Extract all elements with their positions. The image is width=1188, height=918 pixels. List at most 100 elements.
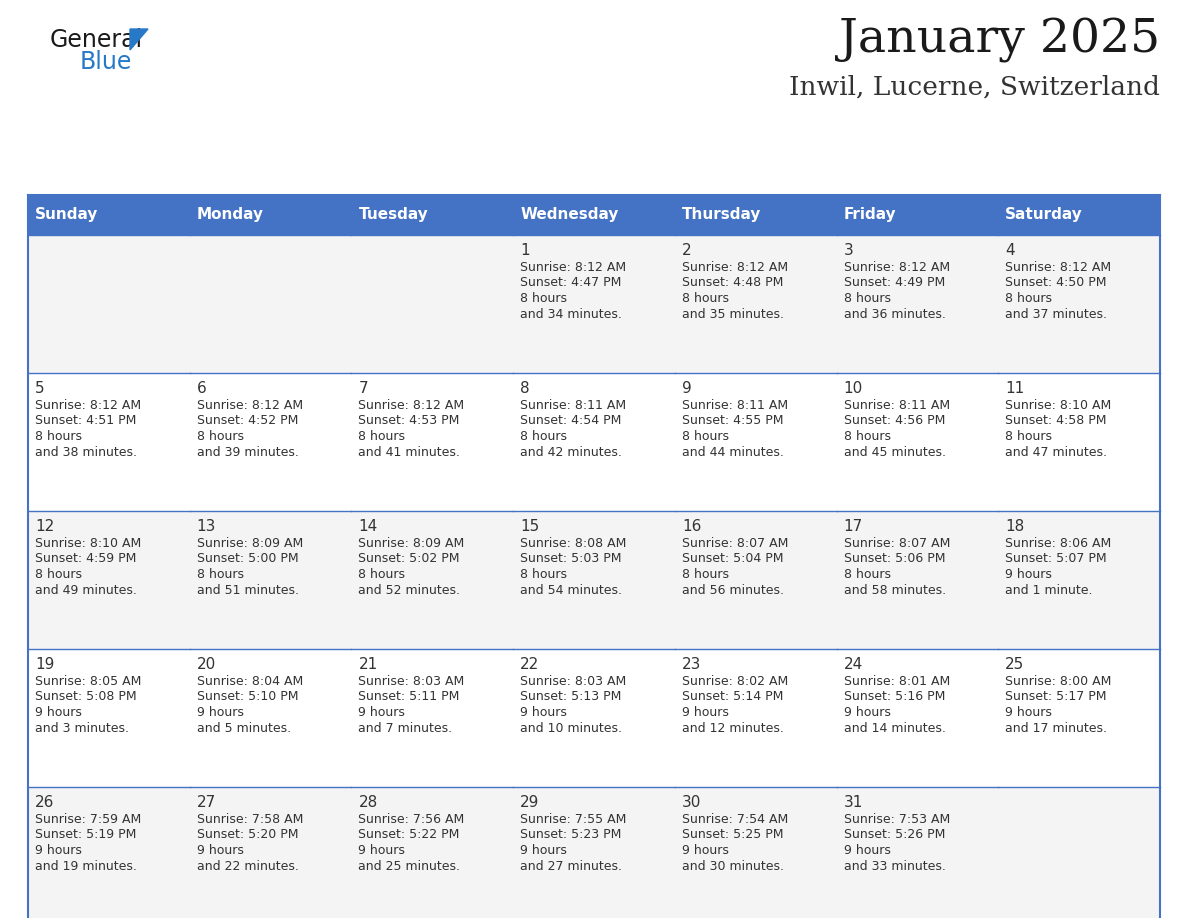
Text: 8 hours: 8 hours [682, 292, 729, 305]
Text: 12: 12 [34, 519, 55, 534]
Bar [675, 649, 836, 787]
Text: Sunset: 4:47 PM: Sunset: 4:47 PM [520, 276, 621, 289]
Text: 5: 5 [34, 381, 45, 396]
Text: 4: 4 [1005, 243, 1015, 258]
Text: 6: 6 [197, 381, 207, 396]
Text: 17: 17 [843, 519, 862, 534]
Text: 29: 29 [520, 795, 539, 810]
Text: 8 hours: 8 hours [682, 568, 729, 581]
Text: 11: 11 [1005, 381, 1024, 396]
Text: Sunset: 4:48 PM: Sunset: 4:48 PM [682, 276, 783, 289]
Text: 28: 28 [359, 795, 378, 810]
Bar [190, 373, 352, 511]
Text: 9 hours: 9 hours [34, 706, 82, 719]
Text: 9 hours: 9 hours [359, 844, 405, 857]
Text: Sunset: 5:02 PM: Sunset: 5:02 PM [359, 553, 460, 565]
Text: 8 hours: 8 hours [34, 568, 82, 581]
Text: General: General [50, 28, 143, 52]
Text: Sunrise: 8:03 AM: Sunrise: 8:03 AM [520, 675, 626, 688]
Text: Sunrise: 8:10 AM: Sunrise: 8:10 AM [1005, 399, 1112, 412]
Text: Saturday: Saturday [1005, 207, 1083, 222]
Bar [513, 511, 675, 649]
Text: 8 hours: 8 hours [359, 568, 405, 581]
Text: Sunrise: 8:12 AM: Sunrise: 8:12 AM [843, 261, 949, 274]
Bar [190, 511, 352, 649]
Bar [29, 373, 190, 511]
Text: and 27 minutes.: and 27 minutes. [520, 859, 623, 872]
Text: 8 hours: 8 hours [1005, 292, 1053, 305]
Text: 18: 18 [1005, 519, 1024, 534]
Text: Sunrise: 8:11 AM: Sunrise: 8:11 AM [682, 399, 788, 412]
Bar [513, 787, 675, 918]
Text: Sunrise: 8:12 AM: Sunrise: 8:12 AM [197, 399, 303, 412]
Text: Sunrise: 8:06 AM: Sunrise: 8:06 AM [1005, 537, 1112, 550]
Text: 8 hours: 8 hours [520, 292, 567, 305]
Bar [675, 373, 836, 511]
Text: Sunrise: 8:07 AM: Sunrise: 8:07 AM [682, 537, 788, 550]
Text: and 36 minutes.: and 36 minutes. [843, 308, 946, 320]
Text: and 47 minutes.: and 47 minutes. [1005, 445, 1107, 458]
Text: and 34 minutes.: and 34 minutes. [520, 308, 623, 320]
Text: 9 hours: 9 hours [520, 844, 567, 857]
Text: 9 hours: 9 hours [34, 844, 82, 857]
Text: Sunrise: 8:09 AM: Sunrise: 8:09 AM [359, 537, 465, 550]
Text: Sunset: 4:53 PM: Sunset: 4:53 PM [359, 415, 460, 428]
Text: Sunrise: 8:03 AM: Sunrise: 8:03 AM [359, 675, 465, 688]
Text: 8 hours: 8 hours [682, 430, 729, 443]
Text: Sunrise: 8:11 AM: Sunrise: 8:11 AM [843, 399, 949, 412]
Text: and 37 minutes.: and 37 minutes. [1005, 308, 1107, 320]
Text: Sunset: 5:17 PM: Sunset: 5:17 PM [1005, 690, 1107, 703]
Text: Sunset: 5:07 PM: Sunset: 5:07 PM [1005, 553, 1107, 565]
Bar [29, 649, 190, 787]
Text: Sunrise: 8:01 AM: Sunrise: 8:01 AM [843, 675, 950, 688]
Bar [352, 787, 513, 918]
Text: Sunset: 5:16 PM: Sunset: 5:16 PM [843, 690, 944, 703]
Text: 26: 26 [34, 795, 55, 810]
Text: 13: 13 [197, 519, 216, 534]
Text: Sunrise: 8:05 AM: Sunrise: 8:05 AM [34, 675, 141, 688]
Text: 22: 22 [520, 657, 539, 672]
Text: 9 hours: 9 hours [843, 706, 891, 719]
Bar [190, 787, 352, 918]
Text: and 14 minutes.: and 14 minutes. [843, 722, 946, 734]
Text: and 30 minutes.: and 30 minutes. [682, 859, 784, 872]
Bar [513, 649, 675, 787]
Text: Sunset: 5:19 PM: Sunset: 5:19 PM [34, 829, 137, 842]
Text: 8 hours: 8 hours [843, 292, 891, 305]
Text: 9 hours: 9 hours [520, 706, 567, 719]
Text: 15: 15 [520, 519, 539, 534]
Text: 14: 14 [359, 519, 378, 534]
Text: 8 hours: 8 hours [197, 568, 244, 581]
Text: Sunset: 5:22 PM: Sunset: 5:22 PM [359, 829, 460, 842]
Text: Thursday: Thursday [682, 207, 762, 222]
Text: and 5 minutes.: and 5 minutes. [197, 722, 291, 734]
Text: Sunrise: 8:12 AM: Sunrise: 8:12 AM [682, 261, 788, 274]
Text: 9 hours: 9 hours [197, 844, 244, 857]
Text: 8: 8 [520, 381, 530, 396]
Text: Sunrise: 8:10 AM: Sunrise: 8:10 AM [34, 537, 141, 550]
Text: 9: 9 [682, 381, 691, 396]
Text: Sunset: 5:06 PM: Sunset: 5:06 PM [843, 553, 946, 565]
Text: Wednesday: Wednesday [520, 207, 619, 222]
Text: 23: 23 [682, 657, 701, 672]
Bar [190, 649, 352, 787]
Text: Blue: Blue [80, 50, 132, 74]
Text: 20: 20 [197, 657, 216, 672]
Bar [836, 195, 998, 235]
Text: Sunrise: 8:11 AM: Sunrise: 8:11 AM [520, 399, 626, 412]
Text: 8 hours: 8 hours [1005, 430, 1053, 443]
Bar [998, 649, 1159, 787]
Bar [352, 235, 513, 373]
Text: and 3 minutes.: and 3 minutes. [34, 722, 129, 734]
Bar [836, 373, 998, 511]
Text: and 52 minutes.: and 52 minutes. [359, 584, 461, 597]
Bar [29, 235, 190, 373]
Text: Sunrise: 8:12 AM: Sunrise: 8:12 AM [34, 399, 141, 412]
Text: 10: 10 [843, 381, 862, 396]
Text: Sunrise: 8:04 AM: Sunrise: 8:04 AM [197, 675, 303, 688]
Text: Sunset: 4:54 PM: Sunset: 4:54 PM [520, 415, 621, 428]
Text: Sunset: 5:14 PM: Sunset: 5:14 PM [682, 690, 783, 703]
Text: 27: 27 [197, 795, 216, 810]
Bar [998, 787, 1159, 918]
Text: and 35 minutes.: and 35 minutes. [682, 308, 784, 320]
